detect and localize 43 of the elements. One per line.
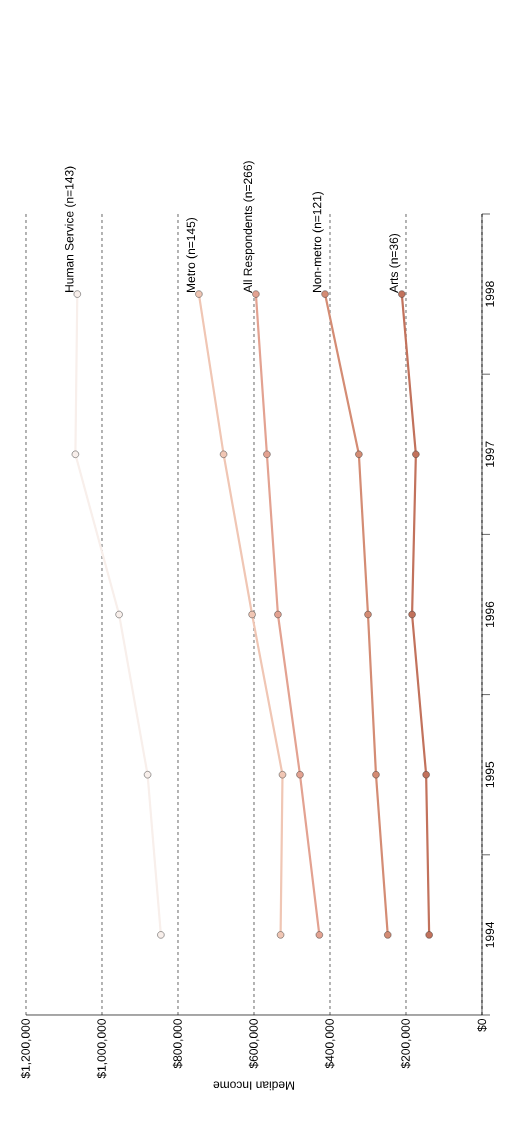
point — [315, 931, 323, 939]
x-tick-label: $0 — [477, 1019, 487, 1032]
y-tick-label: 1996 — [485, 601, 495, 627]
point — [73, 290, 81, 298]
x-tick-label: $600,000 — [248, 1019, 260, 1069]
point — [219, 450, 228, 458]
text: All Respondents (n=266) — [243, 161, 255, 293]
y-tick-label: 1998 — [485, 281, 495, 307]
point — [115, 610, 123, 619]
point — [355, 450, 363, 458]
point — [412, 450, 420, 458]
point — [263, 450, 271, 458]
x-tick-label: $1,000,000 — [96, 1019, 108, 1079]
point — [372, 771, 380, 779]
point — [384, 931, 392, 939]
point — [278, 771, 287, 779]
y-tick-label: 1997 — [485, 441, 495, 467]
text: Metro (n=145) — [186, 217, 198, 292]
x-tick-label: $800,000 — [172, 1019, 184, 1069]
point — [296, 771, 304, 779]
x-tick-label: $400,000 — [324, 1019, 336, 1069]
point — [425, 931, 433, 939]
x-axis-title: Median Income — [213, 1081, 295, 1091]
point — [274, 610, 282, 619]
x-tick-label: $1,200,000 — [20, 1019, 32, 1079]
point — [398, 290, 406, 298]
x-tick-label: $200,000 — [400, 1019, 412, 1069]
point — [321, 290, 329, 298]
point — [248, 610, 256, 619]
y-tick-label: 1995 — [485, 761, 495, 788]
point — [408, 610, 416, 619]
point — [143, 771, 152, 779]
point — [276, 931, 285, 939]
point — [252, 290, 260, 298]
point — [157, 931, 165, 939]
point — [364, 610, 372, 619]
text: Non-metro (n=121) — [312, 191, 324, 292]
point — [71, 450, 80, 458]
text: Arts (n=36) — [389, 233, 401, 293]
point — [195, 290, 203, 298]
point — [422, 771, 430, 779]
text: Human Service (n=143) — [64, 166, 76, 292]
y-tick-label: 1994 — [485, 921, 495, 948]
